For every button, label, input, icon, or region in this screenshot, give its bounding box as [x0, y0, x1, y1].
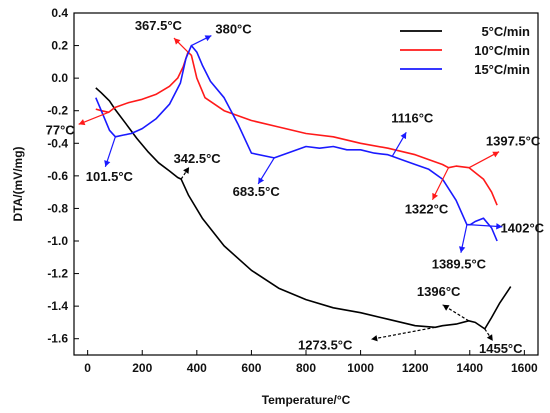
y-tick-label: 0.0: [51, 71, 68, 85]
series-line-3: [95, 44, 498, 242]
annotation-arrowhead: [78, 119, 86, 126]
annotation-label: 1116°C: [391, 110, 434, 125]
annotation-arrowhead: [258, 177, 265, 184]
annotation-arrowhead: [432, 192, 438, 200]
annotation-arrowhead: [371, 335, 378, 342]
series-line-1: [95, 87, 512, 330]
y-tick-label: -1.6: [47, 332, 68, 346]
annotation-label: 380°C: [215, 22, 252, 37]
annotation-label: 1455°C: [479, 341, 523, 356]
y-tick-label: 0.4: [51, 6, 68, 20]
annotations: 367.5°C 380°C 77°C 101.5°C 342.5°C 683.5°C 111…: [46, 18, 545, 356]
annotation-arrowhead: [492, 151, 500, 158]
y-tick-label: -1.0: [47, 234, 68, 248]
legend-label: 10°C/min: [474, 43, 530, 58]
y-tick-label: -0.2: [47, 104, 68, 118]
annotation-label: 1322°C: [405, 202, 449, 217]
annotation-arrowhead: [496, 223, 503, 230]
annotation-label: 101.5°C: [86, 169, 134, 184]
x-tick-label: 0: [84, 361, 91, 375]
x-tick-label: 1400: [456, 361, 483, 375]
legend-label: 5°C/min: [481, 24, 530, 39]
x-tick-label: 800: [296, 361, 316, 375]
annotation-arrow: [371, 326, 436, 340]
y-tick-label: 0.2: [51, 39, 68, 53]
annotation-arrowhead: [400, 132, 407, 140]
x-tick-label: 600: [241, 361, 261, 375]
annotation-label: 1273.5°C: [298, 337, 353, 352]
x-axis-title: Temperature/°C: [262, 393, 351, 407]
annotation-arrowhead: [442, 304, 450, 311]
x-tick-label: 400: [187, 361, 207, 375]
annotation-label: 342.5°C: [174, 151, 222, 166]
annotation-arrowhead: [204, 35, 212, 42]
x-tick-label: 1600: [511, 361, 538, 375]
y-tick-label: -1.4: [47, 299, 68, 313]
y-tick-label: -1.2: [47, 267, 68, 281]
y-tick-label: -0.8: [47, 201, 68, 215]
annotation-arrowhead: [104, 160, 111, 167]
plot-frame: [73, 12, 539, 356]
y-axis: -1.6 -1.4 -1.2 -1.0 -0.8 -0.6 -0.4 -0.2 0.0 0.2 0.…: [47, 6, 79, 346]
series-line-2: [95, 51, 498, 206]
y-axis-title: DTA/(mV/mg): [11, 146, 25, 221]
legend-label: 15°C/min: [474, 62, 530, 77]
y-tick-label: -0.4: [47, 136, 68, 150]
annotation-label: 683.5°C: [233, 184, 281, 199]
x-tick-label: 1200: [402, 361, 429, 375]
annotation-arrowhead: [459, 246, 466, 253]
annotation-label: 1402°C: [501, 221, 545, 236]
annotation-label: 77°C: [46, 122, 76, 137]
annotation-arrowhead: [174, 38, 181, 45]
annotation-arrows: [78, 35, 503, 342]
series-layer: [95, 44, 512, 330]
annotation-arrowhead: [486, 334, 493, 341]
x-tick-label: 1000: [347, 361, 374, 375]
annotation-label: 1389.5°C: [432, 257, 487, 272]
legend: 5°C/min 10°C/min 15°C/min: [400, 24, 530, 77]
x-axis: 0 200 400 600 800 1000 1200 1400 1600: [84, 350, 538, 375]
annotation-label: 367.5°C: [135, 18, 183, 33]
x-tick-label: 200: [132, 361, 152, 375]
annotation-arrowhead: [183, 167, 190, 174]
annotation-label: 1396°C: [417, 284, 461, 299]
annotation-label: 1397.5°C: [486, 134, 541, 149]
y-tick-label: -0.6: [47, 169, 68, 183]
